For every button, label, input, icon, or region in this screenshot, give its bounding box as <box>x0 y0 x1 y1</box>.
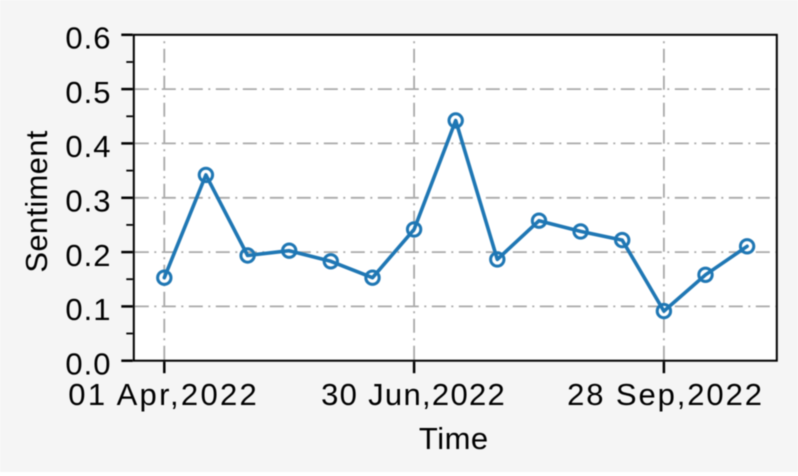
svg-text:Time: Time <box>419 421 489 456</box>
svg-text:01 Apr,2022: 01 Apr,2022 <box>68 377 259 412</box>
svg-text:0.6: 0.6 <box>65 21 111 56</box>
svg-text:0.1: 0.1 <box>65 292 111 327</box>
svg-text:0.3: 0.3 <box>65 184 111 219</box>
svg-text:0.5: 0.5 <box>65 75 111 110</box>
svg-text:Sentiment: Sentiment <box>19 130 54 272</box>
svg-text:28 Sep,2022: 28 Sep,2022 <box>567 377 764 412</box>
svg-text:30 Jun,2022: 30 Jun,2022 <box>321 377 506 412</box>
svg-text:0.0: 0.0 <box>65 346 111 381</box>
svg-text:0.2: 0.2 <box>65 238 111 273</box>
svg-text:0.4: 0.4 <box>65 129 111 164</box>
